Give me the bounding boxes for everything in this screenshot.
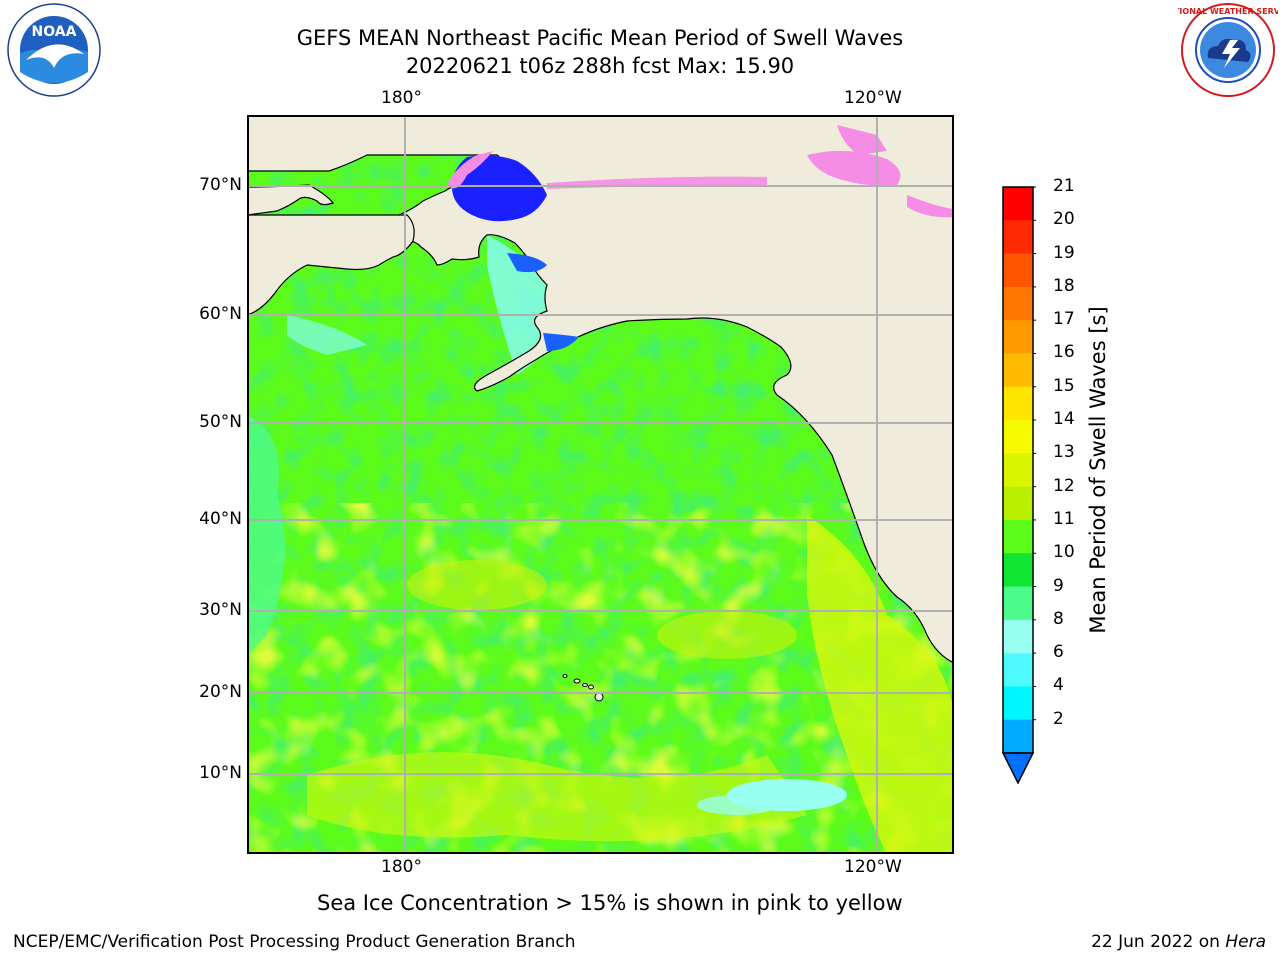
yellow-region-east xyxy=(807,515,954,854)
colorbar-tick-label: 6 xyxy=(1053,642,1064,663)
colorbar-extend-triangle xyxy=(1002,752,1035,784)
map-plot xyxy=(247,115,954,854)
colorbar-segment xyxy=(1003,686,1033,721)
lat-label-50n: 50°N xyxy=(199,412,242,432)
colorbar-segment xyxy=(1003,653,1033,687)
colorbar-segment xyxy=(1003,719,1033,754)
colorbar-tick-label: 8 xyxy=(1053,608,1064,629)
colorbar-segment xyxy=(1003,187,1033,221)
colorbar-tick-label: 14 xyxy=(1053,409,1075,430)
map-frame xyxy=(247,115,954,854)
lon-label-bottom-120w: 120°W xyxy=(844,857,902,877)
sea-ice-chukchi-edge xyxy=(447,151,493,189)
land-north-america xyxy=(247,115,954,664)
footer-date-machine: Hera xyxy=(1225,932,1266,952)
colorbar xyxy=(1002,186,1036,784)
chart-title-line1: GEFS MEAN Northeast Pacific Mean Period … xyxy=(296,26,904,50)
colorbar-segment xyxy=(1003,586,1033,621)
colorbar-tick-label: 15 xyxy=(1053,375,1075,396)
colorbar-tick-label: 17 xyxy=(1053,309,1075,330)
colorbar-segment xyxy=(1003,286,1033,321)
lat-label-40n: 40°N xyxy=(199,509,242,529)
colorbar-tick-label: 13 xyxy=(1053,442,1075,463)
colorbar-segment xyxy=(1003,253,1033,288)
footer-date: 22 Jun 2022 on Hera xyxy=(1091,932,1266,952)
lat-label-20n: 20°N xyxy=(199,682,242,702)
lon-label-top-180: 180° xyxy=(381,88,422,108)
colorbar-segment xyxy=(1003,220,1033,255)
noaa-logo-icon: NOAA xyxy=(7,3,101,97)
cyan-region-north xyxy=(287,315,367,355)
colorbar-tick-label: 4 xyxy=(1053,675,1064,696)
colorbar-segment xyxy=(1003,320,1033,354)
sea-ice-east xyxy=(907,195,954,218)
sea-ice-bristol xyxy=(543,333,579,351)
colorbar-segment xyxy=(1003,420,1033,454)
lat-label-70n: 70°N xyxy=(199,175,242,195)
colorbar-tick-label: 21 xyxy=(1053,176,1075,196)
yellow-patch-mid xyxy=(657,611,797,659)
land-siberia-mainland xyxy=(247,214,415,316)
colorbar-label: Mean Period of Swell Waves [s] xyxy=(1086,306,1110,634)
colorbar-tick-label: 19 xyxy=(1053,242,1075,263)
map-gridlines xyxy=(247,115,954,854)
colorbar-segment xyxy=(1003,553,1033,588)
lon-label-bottom-180: 180° xyxy=(381,857,422,877)
footer-credit: NCEP/EMC/Verification Post Processing Pr… xyxy=(13,932,576,952)
nws-logo-icon: NATIONAL WEATHER SERVICE xyxy=(1178,3,1278,97)
cyan-patch-south-2 xyxy=(697,795,777,815)
sea-ice-chukchi xyxy=(452,155,547,222)
cyan-region-west xyxy=(247,415,285,655)
lat-label-10n: 10°N xyxy=(199,763,242,783)
lon-label-top-120w: 120°W xyxy=(844,88,902,108)
sea-ice-note: Sea Ice Concentration > 15% is shown in … xyxy=(317,891,903,915)
colorbar-tick-label: 2 xyxy=(1053,708,1064,729)
colorbar-tick-label: 12 xyxy=(1053,475,1075,496)
colorbar-segment xyxy=(1003,519,1033,554)
footer-date-prefix: 22 Jun 2022 on xyxy=(1091,932,1226,952)
colorbar-segment xyxy=(1003,386,1033,421)
sea-ice-archipelago xyxy=(837,125,887,155)
colorbar-segment xyxy=(1003,486,1033,521)
colorbar-segment xyxy=(1003,353,1033,388)
noaa-logo-text: NOAA xyxy=(32,24,77,40)
yellow-patch-central xyxy=(407,560,547,610)
colorbar-tick-label: 20 xyxy=(1053,209,1075,230)
lat-label-30n: 30°N xyxy=(199,600,242,620)
colorbar-tick-label: 18 xyxy=(1053,275,1075,296)
colorbar-segment xyxy=(1003,619,1033,654)
svg-text:NATIONAL WEATHER SERVICE: NATIONAL WEATHER SERVICE xyxy=(1178,7,1278,16)
colorbar-frame xyxy=(1002,186,1034,754)
colorbar-tick-label: 16 xyxy=(1053,342,1075,363)
sea-ice-bering-blue xyxy=(507,253,547,273)
chart-title-line2: 20220621 t06z 288h fcst Max: 15.90 xyxy=(405,54,795,78)
lat-label-60n: 60°N xyxy=(199,304,242,324)
colorbar-tick-label: 10 xyxy=(1053,542,1075,563)
colorbar-tick-label: 11 xyxy=(1053,508,1075,529)
colorbar-tick-label: 9 xyxy=(1053,575,1064,596)
colorbar-segment xyxy=(1003,453,1033,488)
